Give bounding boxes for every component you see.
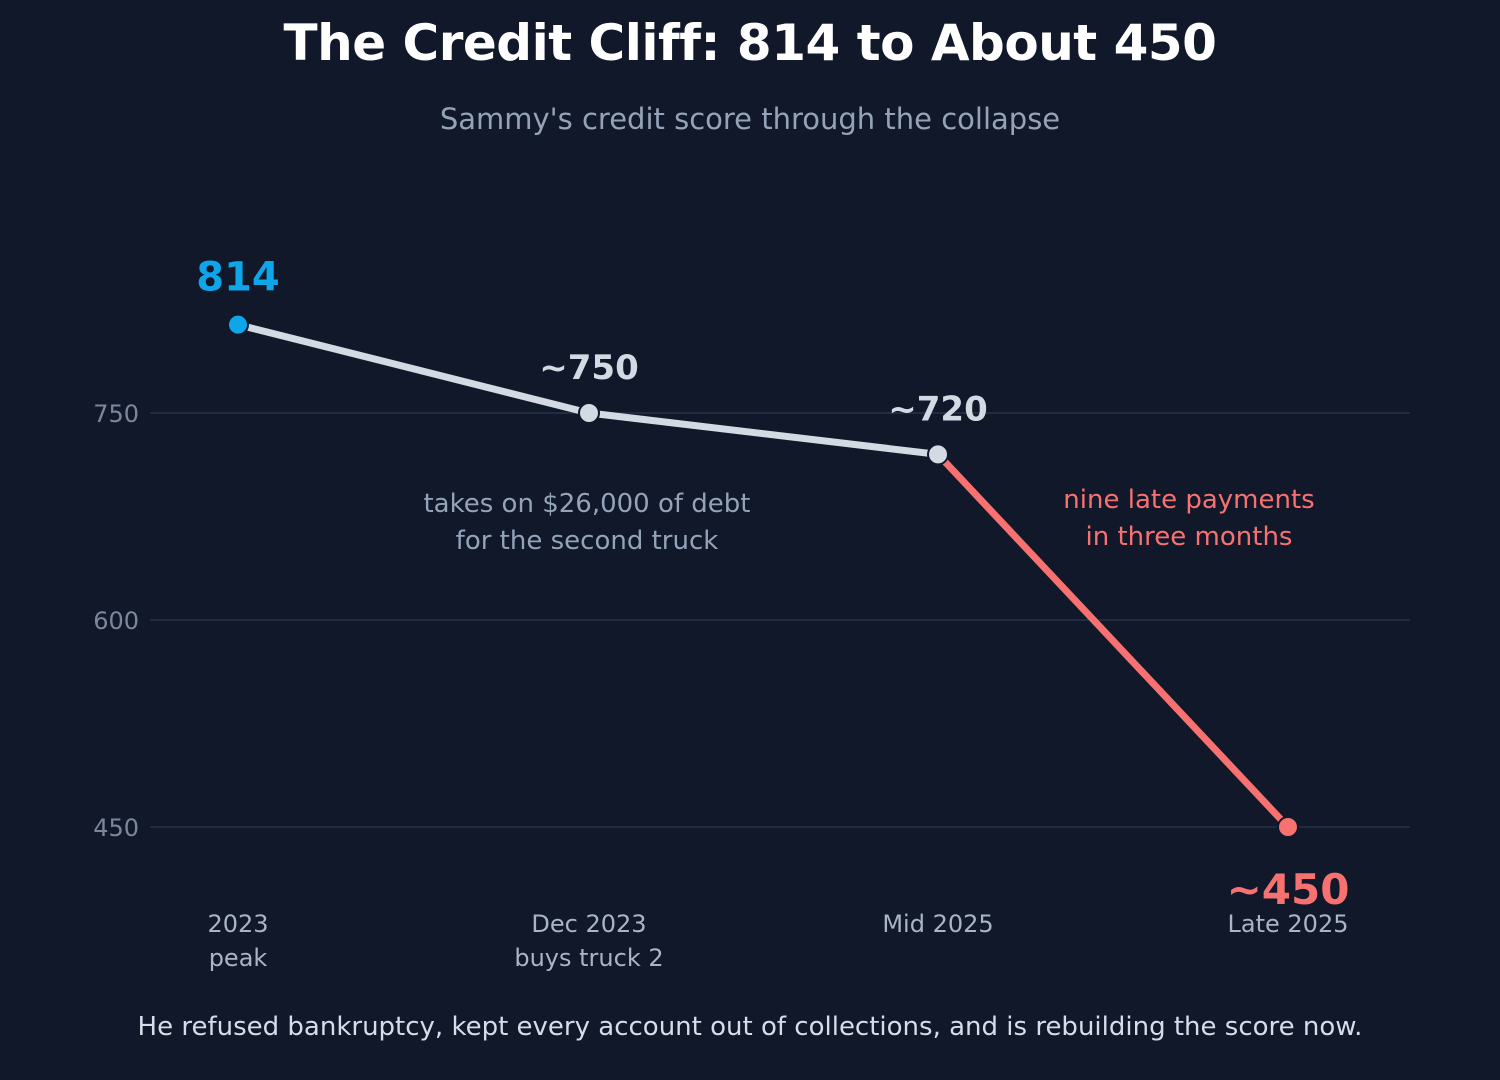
y-tick-label-450: 450 (93, 814, 139, 842)
x-tick-label-4: Late 2025 (1228, 910, 1349, 938)
decline-segment (934, 450, 1292, 831)
footnote: He refused bankruptcy, kept every accoun… (137, 1012, 1363, 1042)
value-label-1: 814 (196, 255, 280, 301)
y-tick-label-600: 600 (93, 607, 139, 635)
value-label-3: ~720 (888, 389, 987, 429)
data-point-2 (578, 402, 600, 424)
line-segment-1 (234, 321, 593, 417)
value-label-2: ~750 (539, 348, 638, 388)
x-tick-label-1: 2023 (207, 910, 268, 938)
data-point-3 (927, 443, 949, 466)
annotation-2-line-2: in three months (1086, 522, 1293, 552)
x-tick-label-2-sub: buys truck 2 (514, 944, 663, 972)
y-tick-label-750: 750 (93, 400, 139, 428)
value-label-4: ~450 (1227, 865, 1350, 914)
chart-subtitle: Sammy's credit score through the collaps… (439, 102, 1061, 136)
chart-title: The Credit Cliff: 814 to About 450 (283, 14, 1217, 72)
annotation-1-line-2: for the second truck (456, 526, 719, 556)
data-point-4 (1277, 816, 1299, 838)
x-tick-label-3: Mid 2025 (882, 910, 993, 938)
annotation-2-line-1: nine late payments (1063, 485, 1314, 515)
line-segment-2 (585, 409, 942, 458)
x-tick-label-2: Dec 2023 (531, 910, 646, 938)
annotation-1-line-1: takes on $26,000 of debt (423, 489, 750, 519)
data-point-1 (227, 313, 249, 336)
x-tick-label-1-sub: peak (209, 944, 268, 972)
